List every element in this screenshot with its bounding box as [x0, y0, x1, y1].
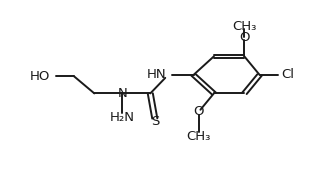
Text: O: O: [193, 105, 204, 118]
Text: CH₃: CH₃: [186, 130, 211, 143]
Text: Cl: Cl: [281, 68, 294, 81]
Text: H₂N: H₂N: [110, 111, 135, 124]
Text: S: S: [151, 115, 160, 128]
Text: N: N: [117, 87, 127, 100]
Text: O: O: [239, 31, 250, 44]
Text: CH₃: CH₃: [232, 20, 256, 33]
Text: HN: HN: [147, 68, 167, 81]
Text: HO: HO: [30, 70, 50, 83]
